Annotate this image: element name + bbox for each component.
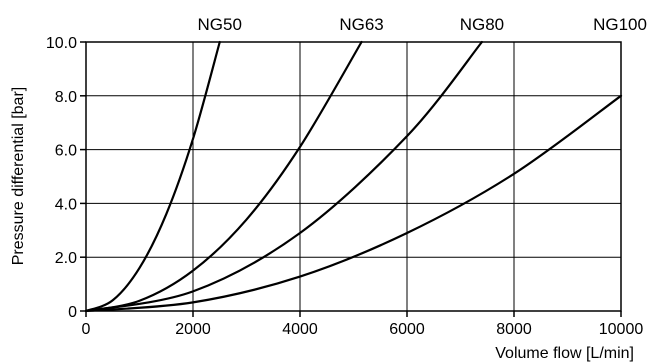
x-tick-label: 8000 [496, 321, 532, 338]
axes [80, 41, 622, 317]
y-tick-label: 10.0 [46, 35, 77, 52]
plot-frame [85, 41, 622, 312]
x-tick-label: 10000 [599, 321, 644, 338]
series-line-ng50 [84, 40, 221, 313]
x-tick-label: 0 [82, 321, 91, 338]
series-label-ng63: NG63 [339, 15, 383, 34]
series-lines [84, 40, 623, 313]
x-axis-label: Volume flow [L/min] [495, 345, 634, 362]
y-tick-label: 0 [68, 304, 77, 321]
y-tick-label: 2.0 [55, 250, 77, 267]
x-tick-label: 2000 [175, 321, 211, 338]
y-axis-label: Pressure differential [bar] [10, 87, 27, 265]
y-tick-label: 6.0 [55, 143, 77, 160]
labels: 0 2000 4000 6000 8000 10000 0 2.0 4.0 6.0 8.0 10.0 N… [46, 15, 647, 338]
series-line-ng100 [84, 94, 623, 313]
series-label-ng50: NG50 [198, 15, 242, 34]
series-label-ng80: NG80 [460, 15, 504, 34]
x-tick-label: 6000 [389, 321, 425, 338]
series-line-ng63 [84, 40, 363, 313]
series-label-ng100: NG100 [593, 15, 647, 34]
grid-lines [86, 42, 621, 311]
series-line-ng80 [84, 40, 483, 313]
x-tick-label: 4000 [282, 321, 318, 338]
y-tick-label: 4.0 [55, 196, 77, 213]
y-tick-label: 8.0 [55, 89, 77, 106]
